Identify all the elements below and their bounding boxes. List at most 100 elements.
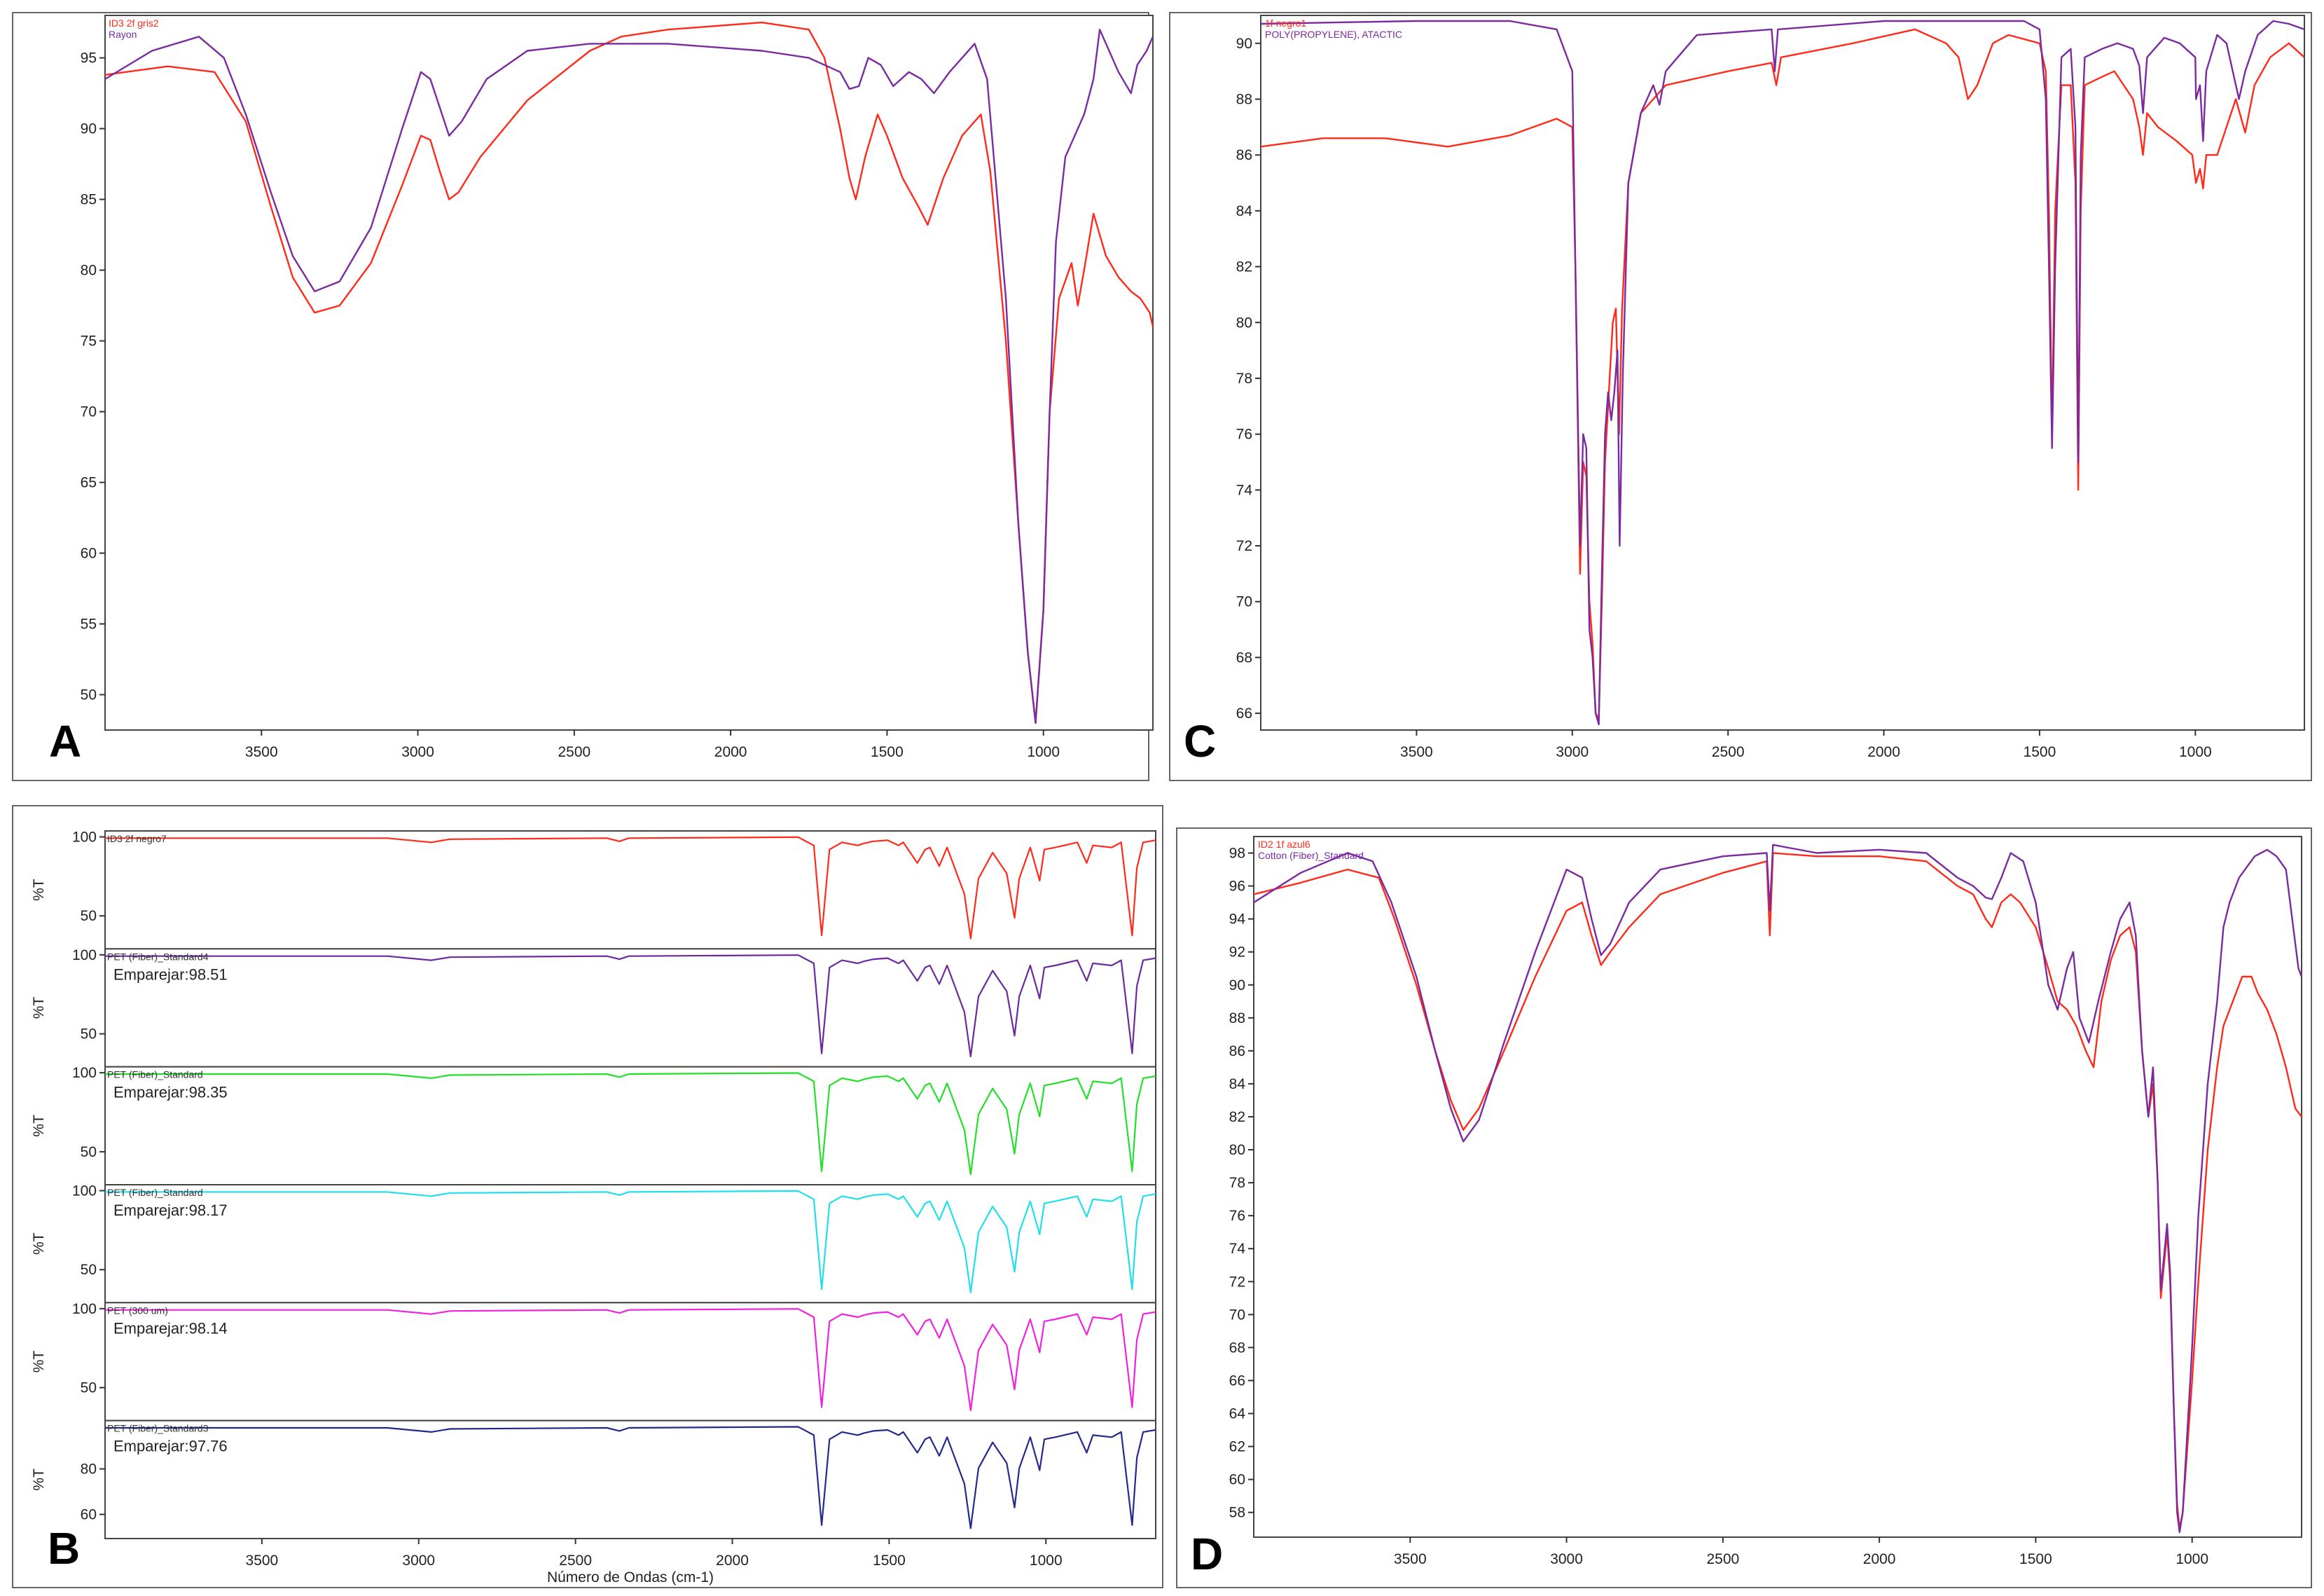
y-tick-label: 80 (81, 263, 97, 279)
y-tick-label: 72 (1236, 538, 1252, 554)
series-line (105, 1308, 1156, 1412)
legend-entry: 1f negro1 (1265, 18, 1306, 29)
y-axis-label: %T (31, 1351, 47, 1373)
series-line (1261, 20, 2304, 726)
legend-entry: Rayon (109, 29, 137, 40)
panel-frame (1169, 12, 2312, 781)
x-tick-label: 2500 (559, 1553, 592, 1569)
y-tick-label: 50 (81, 1380, 97, 1396)
panel-letter: B (48, 1523, 80, 1574)
series-line (1254, 852, 2302, 1530)
x-tick-label: 3500 (245, 744, 278, 760)
y-tick-label: 64 (1229, 1406, 1246, 1422)
y-tick-label: 98 (1229, 846, 1245, 862)
y-tick-label: 74 (1229, 1241, 1246, 1257)
x-tick-label: 2500 (558, 744, 590, 760)
legend-entry: ID2 1f azul6 (1258, 839, 1310, 850)
subplot-name: PET (Fiber)_Standard (107, 1069, 203, 1080)
legend-entry: ID3 2f gris2 (109, 18, 159, 29)
subplot-name: PET (300 um) (107, 1305, 168, 1316)
y-tick-label: 68 (1229, 1340, 1245, 1356)
y-tick-label: 70 (1229, 1307, 1245, 1323)
y-tick-label: 80 (81, 1461, 97, 1478)
series-line (1254, 844, 2302, 1534)
panel-c: 66 68 70 72 74 76 78 80 82 84 86 88 90 3500 3000 2500 20… (1169, 12, 2312, 781)
y-tick-label: 50 (81, 908, 97, 924)
y-tick-label: 58 (1229, 1505, 1245, 1521)
y-tick-label: 90 (81, 121, 97, 137)
plot-area (1253, 836, 2302, 1538)
subplot-area (104, 830, 1156, 950)
y-tick-label: 60 (1229, 1472, 1245, 1488)
y-tick-label: 70 (81, 404, 97, 420)
legend-entry: Cotton (Fiber)_Standard (1258, 850, 1364, 861)
series-group (105, 836, 1156, 940)
subplot-name: PET (Fiber)_Standard3 (107, 1423, 209, 1434)
series-group (105, 1190, 1156, 1293)
y-tick-label: 95 (81, 50, 97, 67)
series-line (1261, 28, 2304, 720)
series-group (1261, 20, 2304, 726)
y-axis-label: %T (31, 1115, 47, 1137)
x-tick-label: 2000 (1863, 1551, 1896, 1567)
y-tick-label: 55 (81, 617, 97, 633)
y-tick-label: 84 (1236, 203, 1253, 219)
x-tick-label: 1500 (871, 744, 904, 760)
match-score: Emparejar:98.35 (113, 1084, 228, 1101)
match-score: Emparejar:97.76 (113, 1438, 228, 1455)
panel-frame (12, 805, 1163, 1588)
series-line (105, 836, 1156, 940)
x-axis-label: Número de Ondas (cm-1) (547, 1569, 714, 1585)
y-tick-label: 100 (72, 1065, 97, 1081)
x-tick-label: 3000 (401, 744, 434, 760)
y-tick-label: 80 (1229, 1142, 1245, 1158)
x-tick-label: 1000 (2179, 744, 2212, 760)
subplot-area (104, 1184, 1156, 1304)
series-line (105, 21, 1153, 724)
y-tick-label: 60 (81, 1507, 97, 1523)
legend-entry: POLY(PROPYLENE), ATACTIC (1265, 29, 1402, 40)
x-tick-label: 1000 (2176, 1551, 2208, 1567)
series-group (105, 1426, 1156, 1529)
x-tick-label: 1500 (2019, 1551, 2052, 1567)
y-tick-label: 96 (1229, 879, 1245, 895)
y-tick-label: 100 (72, 830, 97, 846)
panel-d: 58 60 62 64 66 68 70 72 74 76 78 80 82 84 86 88 90 92 94 96… (1176, 827, 2312, 1588)
x-tick-label: 2500 (1712, 744, 1745, 760)
y-tick-label: 66 (1229, 1373, 1245, 1389)
y-tick-label: 78 (1236, 371, 1252, 387)
y-tick-label: 50 (81, 1262, 97, 1278)
subplot-area (104, 948, 1156, 1068)
y-axis-label: %T (31, 879, 47, 901)
y-tick-label: 78 (1229, 1175, 1245, 1191)
y-tick-label: 85 (81, 192, 97, 208)
x-tick-label: 3000 (1550, 1551, 1583, 1567)
series-line (105, 1426, 1156, 1529)
y-tick-label: 100 (72, 1183, 97, 1199)
y-tick-label: 88 (1236, 92, 1252, 108)
subplot-area (104, 1302, 1156, 1422)
series-group (105, 1308, 1156, 1412)
match-score: Emparejar:98.51 (113, 965, 228, 983)
y-tick-label: 50 (81, 1026, 97, 1043)
x-tick-label: 3000 (402, 1553, 435, 1569)
x-tick-label: 2000 (716, 1553, 749, 1569)
plot-area (1260, 15, 2305, 731)
series-line (105, 1190, 1156, 1293)
x-tick-label: 3500 (246, 1553, 279, 1569)
y-tick-label: 82 (1229, 1109, 1245, 1125)
y-axis-label: %T (31, 1468, 47, 1491)
x-tick-label: 2000 (714, 744, 747, 760)
x-tick-label: 2500 (1706, 1551, 1739, 1567)
x-tick-label: 3000 (1556, 744, 1589, 760)
subplot-name: ID3 2f negro7 (107, 833, 167, 844)
y-tick-label: 66 (1236, 706, 1252, 722)
y-tick-label: 88 (1229, 1010, 1245, 1026)
plot-area (104, 15, 1154, 731)
y-tick-label: 82 (1236, 259, 1252, 275)
y-tick-label: 84 (1229, 1076, 1246, 1092)
y-tick-label: 75 (81, 333, 97, 350)
panel-frame (1176, 827, 2312, 1588)
series-line (105, 954, 1156, 1058)
